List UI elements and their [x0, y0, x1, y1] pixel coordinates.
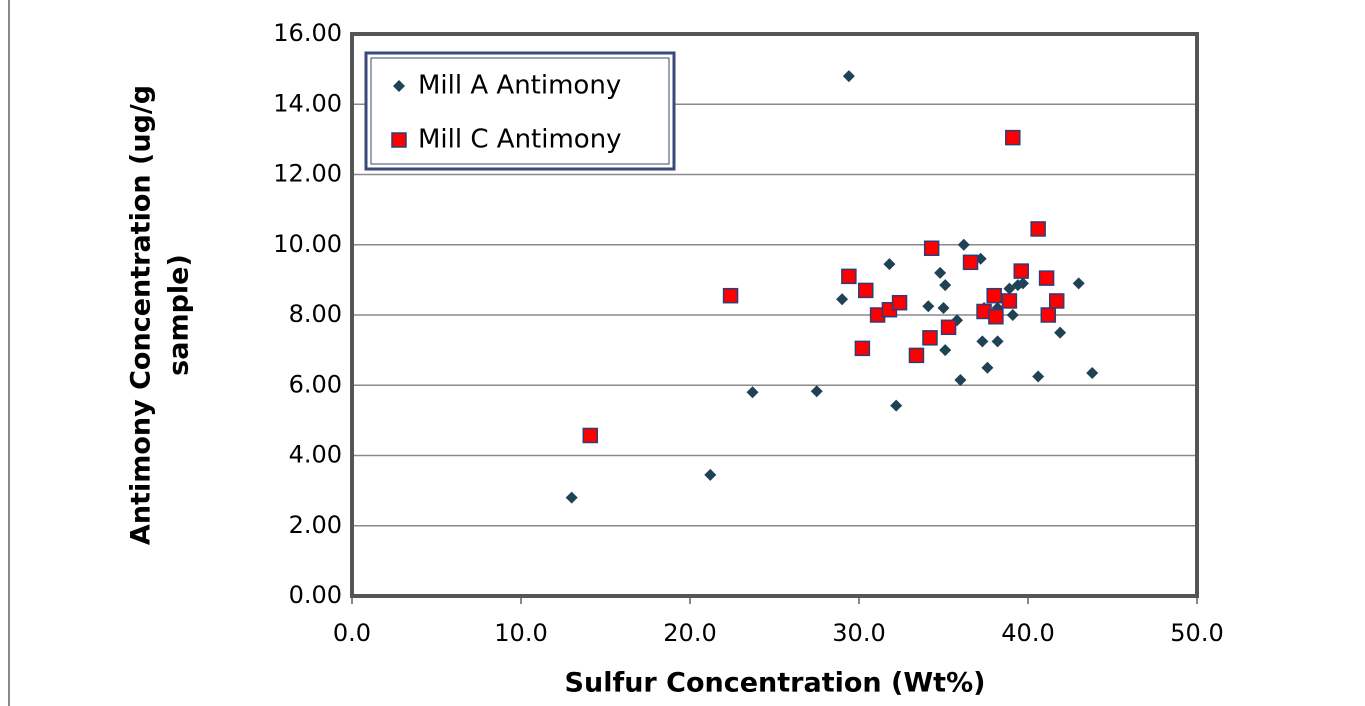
point	[986, 287, 1002, 304]
x-tick-label: 0.0	[333, 619, 371, 647]
point	[934, 266, 947, 279]
point	[854, 340, 871, 357]
legend-label: Mill A Antimony	[418, 71, 621, 101]
point	[842, 70, 855, 83]
point	[981, 361, 994, 374]
point	[841, 268, 857, 285]
point	[891, 294, 908, 311]
legend-box-inner	[370, 57, 670, 165]
point	[1030, 221, 1046, 237]
y-axis-label: sample)	[164, 254, 195, 376]
point	[908, 347, 925, 364]
y-tick-label: 2.00	[289, 511, 342, 539]
point	[858, 282, 874, 299]
legend-box	[364, 51, 676, 171]
point	[940, 319, 957, 336]
x-tick-label: 20.0	[663, 619, 716, 647]
y-tick-label: 14.00	[273, 89, 342, 117]
x-axis-label: Sulfur Concentration (Wt%)	[565, 668, 986, 699]
point	[923, 240, 940, 257]
y-tick-label: 0.00	[289, 581, 342, 609]
point	[976, 335, 989, 348]
chart-frame	[8, 0, 1365, 706]
legend-marker	[391, 132, 407, 148]
point	[746, 386, 759, 399]
point	[922, 330, 938, 346]
point	[704, 468, 717, 481]
legend-marker	[393, 80, 405, 92]
point	[1048, 293, 1065, 309]
point	[836, 293, 849, 306]
point	[991, 335, 1004, 348]
x-tick-label: 50.0	[1170, 619, 1223, 647]
point	[722, 287, 739, 304]
point	[1040, 307, 1057, 323]
point	[1016, 277, 1029, 290]
point	[962, 254, 979, 271]
point	[565, 491, 578, 504]
y-tick-label: 12.00	[273, 160, 342, 188]
point	[890, 399, 903, 412]
point	[1038, 270, 1055, 286]
point	[1072, 277, 1085, 290]
y-tick-label: 4.00	[289, 441, 342, 469]
point	[954, 373, 967, 386]
x-tick-label: 10.0	[494, 619, 547, 647]
x-tick-label: 40.0	[1001, 619, 1054, 647]
y-tick-label: 16.00	[273, 19, 342, 47]
point	[939, 279, 952, 292]
y-tick-label: 8.00	[289, 300, 342, 328]
y-tick-label: 6.00	[289, 370, 342, 398]
point	[937, 301, 950, 314]
point	[957, 238, 970, 251]
legend-label: Mill C Antimony	[418, 125, 622, 155]
point	[582, 427, 599, 444]
y-tick-label: 10.00	[273, 230, 342, 258]
point	[1001, 293, 1018, 309]
point	[1005, 129, 1021, 146]
point	[1086, 366, 1099, 379]
x-tick-label: 30.0	[832, 619, 885, 647]
point	[922, 300, 935, 313]
y-axis-label: Antimony Concentration (ug/g	[126, 85, 157, 545]
point	[883, 258, 896, 271]
point	[1054, 326, 1067, 339]
point	[1013, 263, 1029, 279]
point	[1006, 309, 1019, 321]
plot-border	[350, 32, 1199, 598]
point	[1032, 370, 1045, 383]
point	[939, 344, 952, 357]
point	[810, 385, 823, 398]
point	[988, 309, 1004, 325]
